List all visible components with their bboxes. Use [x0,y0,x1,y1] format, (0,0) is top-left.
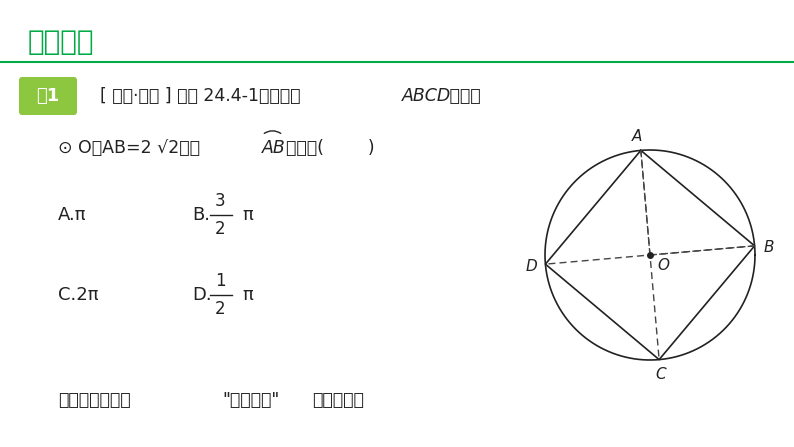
Text: ⊙ O，AB=2 √2，则: ⊙ O，AB=2 √2，则 [58,139,200,157]
Text: 2: 2 [214,220,225,238]
Text: 内接于: 内接于 [444,87,480,105]
Text: B.: B. [192,206,210,224]
Text: ABCD: ABCD [402,87,451,105]
Text: AB: AB [262,139,286,157]
Text: 1: 1 [214,272,225,290]
Text: 进行解答．: 进行解答． [312,391,364,409]
Text: "弧长公式": "弧长公式" [222,391,279,409]
Text: O: O [657,257,669,273]
Text: D.: D. [192,286,212,304]
FancyBboxPatch shape [19,77,77,115]
Text: 例1: 例1 [37,87,60,105]
Text: 3: 3 [214,192,225,210]
Text: A.π: A.π [58,206,87,224]
Text: D: D [526,259,538,274]
Text: 感悟新知: 感悟新知 [28,28,94,56]
Text: π: π [242,286,252,304]
Text: 2: 2 [214,300,225,318]
Text: B: B [763,240,774,255]
Text: C.2π: C.2π [58,286,98,304]
Text: π: π [242,206,252,224]
Text: A: A [632,129,642,144]
Text: C: C [656,367,666,382]
Text: 解题秘方：紧扣: 解题秘方：紧扣 [58,391,131,409]
Text: 的长是(        ): 的长是( ) [286,139,375,157]
Text: [ 中考·沈阳 ] 如图 24.4-1，正方形: [ 中考·沈阳 ] 如图 24.4-1，正方形 [100,87,306,105]
